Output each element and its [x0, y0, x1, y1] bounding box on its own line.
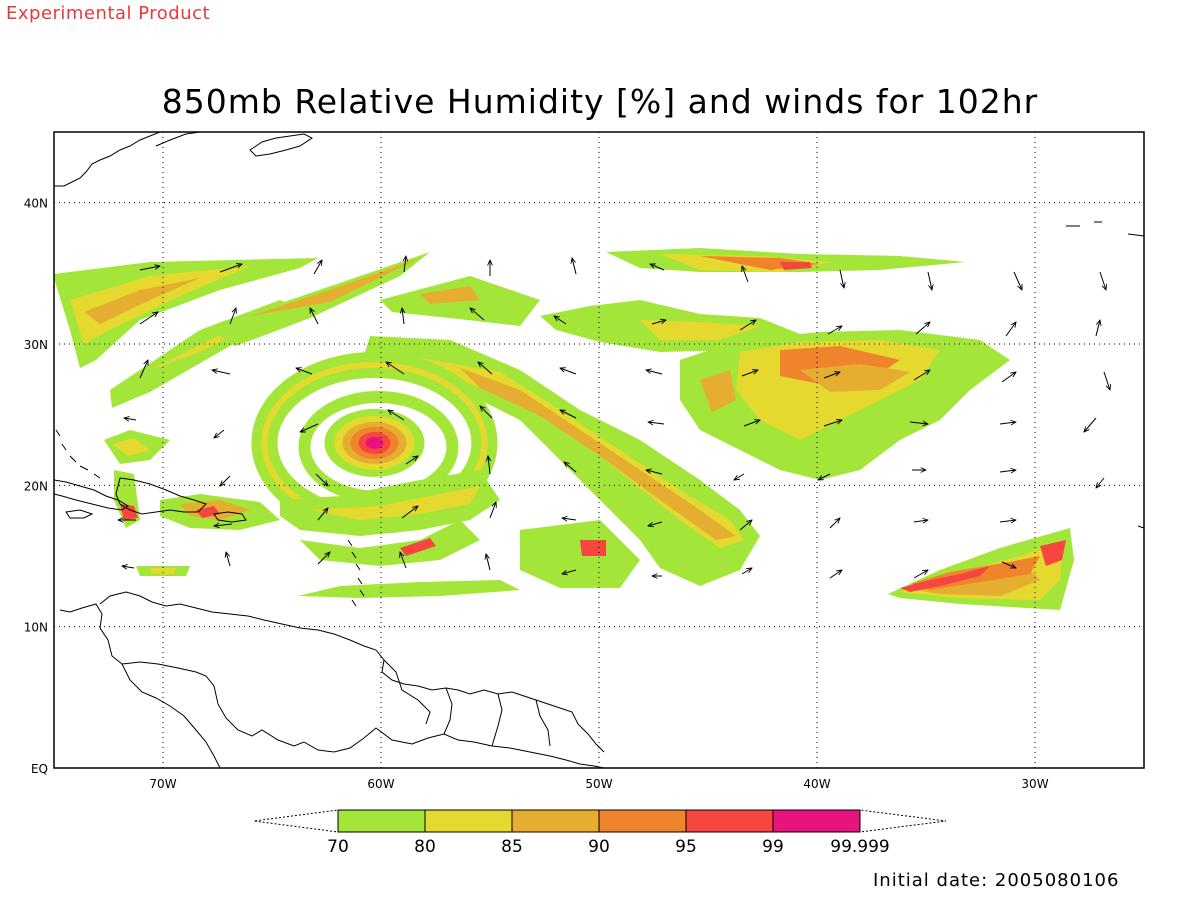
- wind-vectors: [118, 256, 1110, 578]
- lat-tick-label: EQ: [31, 762, 48, 776]
- us-east-coast: [54, 132, 161, 187]
- colorbar-label: 99.999: [830, 837, 889, 857]
- jamaica: [65, 509, 94, 519]
- lat-tick-label: 40N: [24, 197, 48, 211]
- cuba: [54, 479, 129, 511]
- colorbar-label: 95: [675, 837, 697, 857]
- cape-verde-fragment: [1137, 525, 1144, 529]
- latitude-labels: 40N 30N 20N 10N EQ: [24, 197, 48, 776]
- map-frame: [53, 131, 1145, 769]
- colorbar-label: 80: [414, 837, 436, 857]
- lon-tick-label: 40W: [803, 777, 830, 791]
- lat-tick-label: 10N: [24, 621, 48, 635]
- lon-tick-label: 50W: [585, 777, 612, 791]
- coastlines: [54, 132, 1144, 768]
- chart-title: 850mb Relative Humidity [%] and winds fo…: [161, 82, 1039, 121]
- colorbar-swatch: [424, 809, 513, 833]
- colorbar-label: 70: [327, 837, 349, 857]
- colombia-border: [121, 663, 221, 768]
- bahamas: [55, 429, 101, 479]
- lesser-antilles: [347, 539, 365, 607]
- colorbar-swatch: [685, 809, 774, 833]
- colorbar-swatch: [337, 809, 426, 833]
- azores-fragment: [1066, 221, 1144, 237]
- lon-tick-label: 30W: [1021, 777, 1048, 791]
- nova-scotia: [249, 133, 313, 157]
- puerto-rico: [213, 511, 247, 523]
- longitude-labels: 70W 60W 50W 40W 30W: [149, 777, 1048, 791]
- colorbar-label: 90: [588, 837, 610, 857]
- lat-tick-label: 30N: [24, 338, 48, 352]
- colorbar-label: 99: [762, 837, 784, 857]
- colorbar-label: 85: [501, 837, 523, 857]
- initial-date: Initial date: 2005080106: [873, 870, 1120, 891]
- lon-tick-label: 70W: [149, 777, 176, 791]
- newfoundland-fragment: [155, 132, 201, 147]
- lon-tick-label: 60W: [367, 777, 394, 791]
- south-america-coast: [59, 603, 605, 768]
- colorbar-swatch: [598, 809, 687, 833]
- colorbar-swatch: [511, 809, 600, 833]
- humidity-field: [54, 248, 1074, 610]
- experimental-product-label: Experimental Product: [6, 3, 211, 24]
- guiana-borders: [383, 659, 551, 747]
- colorbar-swatch: [772, 809, 861, 833]
- humidity-colorbar: 70 80 85 90 95 99 99.999: [253, 809, 947, 857]
- hispaniola: [115, 477, 207, 515]
- venezuela-coast: [99, 591, 605, 753]
- lat-tick-label: 20N: [24, 479, 48, 493]
- graticule: [54, 132, 1144, 768]
